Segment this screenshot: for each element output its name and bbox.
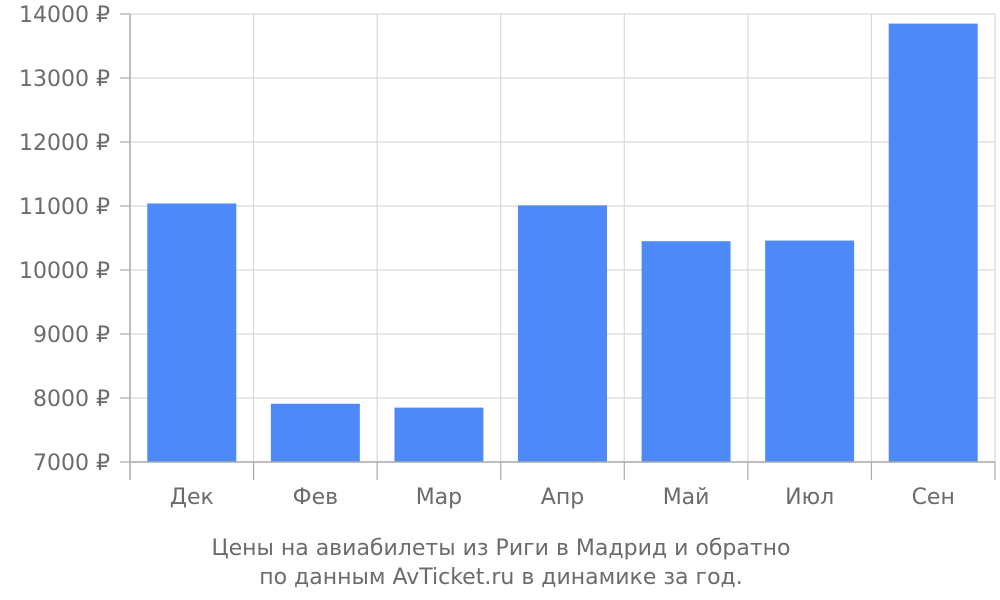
bar <box>394 407 484 462</box>
bar <box>270 403 360 462</box>
x-axis-tick-labels: Дек Фев Мар Апр Май Июл Сен <box>170 485 955 510</box>
bar <box>641 241 731 462</box>
bar <box>888 23 978 462</box>
y-tick-label: 12000 ₽ <box>19 131 110 156</box>
y-tick-label: 11000 ₽ <box>19 195 110 220</box>
y-tick-label: 13000 ₽ <box>19 67 110 92</box>
x-tick-label: Июл <box>785 485 834 510</box>
x-tick-label: Фев <box>293 485 338 510</box>
x-tick-label: Мар <box>416 485 462 510</box>
y-tick-label: 14000 ₽ <box>19 3 110 28</box>
x-tick-label: Апр <box>541 485 584 510</box>
caption-line-1: Цены на авиабилеты из Риги в Мадрид и об… <box>211 536 790 561</box>
axes <box>120 13 996 480</box>
y-tick-label: 8000 ₽ <box>33 387 110 412</box>
x-tick-label: Дек <box>170 485 214 510</box>
bar <box>765 240 855 462</box>
bar <box>518 205 607 463</box>
x-tick-label: Сен <box>912 485 955 510</box>
y-axis-tick-labels: 7000 ₽ 8000 ₽ 9000 ₽ 10000 ₽ 11000 ₽ 12000 ₽ 1… <box>19 3 110 476</box>
y-tick-label: 10000 ₽ <box>19 259 110 284</box>
caption-line-2: по данным AvTicket.ru в динамике за год. <box>259 565 743 590</box>
y-tick-label: 7000 ₽ <box>33 451 110 476</box>
chart-caption: Цены на авиабилеты из Риги в Мадрид и об… <box>211 536 790 590</box>
bar <box>147 203 237 462</box>
bars <box>147 23 978 463</box>
x-tick-label: Май <box>663 485 710 510</box>
y-tick-label: 9000 ₽ <box>33 323 110 348</box>
